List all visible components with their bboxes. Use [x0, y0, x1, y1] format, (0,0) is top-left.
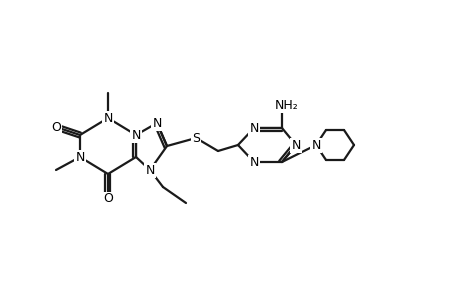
Text: O: O — [103, 193, 113, 206]
Text: N: N — [152, 116, 161, 130]
Text: N: N — [311, 139, 320, 152]
Text: N: N — [249, 122, 258, 134]
Text: N: N — [249, 155, 258, 169]
Text: N: N — [103, 112, 112, 124]
Text: N: N — [75, 151, 84, 164]
Text: N: N — [291, 139, 300, 152]
Text: S: S — [191, 131, 200, 145]
Text: NH₂: NH₂ — [274, 98, 298, 112]
Text: N: N — [131, 128, 140, 142]
Text: O: O — [51, 121, 61, 134]
Text: N: N — [145, 164, 154, 176]
